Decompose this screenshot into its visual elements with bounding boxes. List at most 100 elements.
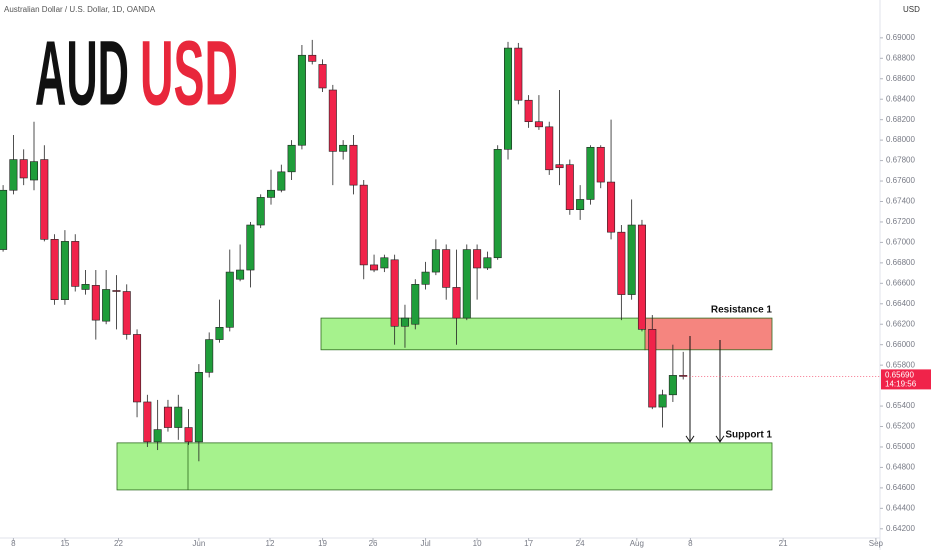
y-tick-label: 0.68400	[886, 94, 915, 103]
candle-body	[493, 149, 502, 259]
x-tick-label: 19	[318, 539, 327, 548]
x-tick-label: Jul	[420, 539, 430, 548]
headline-quote: USD	[140, 22, 238, 124]
candle-body	[339, 144, 348, 152]
zone-label: Support 1	[725, 430, 772, 441]
candle-body	[483, 257, 492, 269]
candle-body	[0, 189, 8, 250]
y-tick-label: 0.66000	[886, 340, 915, 349]
candle-body	[473, 249, 482, 269]
candle-body	[50, 239, 59, 300]
candle-body	[617, 231, 626, 295]
currency-label: USD	[903, 5, 920, 14]
resistance-zone	[320, 317, 646, 351]
candle-body	[442, 249, 451, 288]
x-tick-label: 8	[688, 539, 693, 548]
candle-body	[246, 224, 255, 271]
candle-body	[576, 199, 585, 210]
y-tick-label: 0.67000	[886, 238, 915, 247]
candle-body	[400, 317, 409, 327]
y-tick-label: 0.66400	[886, 299, 915, 308]
candle-body	[565, 164, 574, 210]
resistance-zone-break	[644, 317, 773, 351]
x-tick-label: 17	[524, 539, 533, 548]
x-tick-label: Aug	[630, 539, 644, 548]
price-label-box	[881, 369, 931, 390]
x-tick-label: 26	[369, 539, 378, 548]
y-tick-label: 0.67400	[886, 197, 915, 206]
candle-body	[205, 339, 214, 373]
countdown-label: 14:19:56	[885, 380, 917, 389]
candle-body	[102, 289, 111, 322]
y-tick-label: 0.68800	[886, 53, 915, 62]
candle-body	[29, 161, 39, 181]
candle-body	[225, 271, 234, 328]
candle-body	[266, 189, 276, 198]
y-tick-label: 0.64200	[886, 524, 915, 533]
y-tick-label: 0.68000	[886, 135, 915, 144]
headline-base: AUD	[35, 22, 129, 124]
candle-body	[503, 47, 513, 150]
candle-body	[318, 64, 327, 89]
candle-body	[607, 181, 616, 233]
candle-body	[359, 184, 368, 266]
candle-body	[328, 89, 337, 152]
x-tick-label: 8	[11, 539, 16, 548]
candle-body	[287, 144, 296, 173]
candle-body	[648, 329, 657, 408]
candle-body	[256, 197, 265, 226]
y-tick-label: 0.66800	[886, 258, 915, 267]
y-tick-label: 0.65400	[886, 401, 915, 410]
candle-body	[524, 99, 533, 123]
candle-body	[60, 241, 69, 300]
y-tick-label: 0.67800	[886, 156, 915, 165]
x-tick-label: 21	[779, 539, 788, 548]
candle-body	[390, 259, 399, 327]
candle-body	[349, 144, 358, 186]
y-tick-label: 0.65800	[886, 360, 915, 369]
candle-body	[163, 406, 172, 428]
candle-body	[658, 394, 667, 408]
candle-body	[380, 257, 389, 269]
y-tick-label: 0.68600	[886, 74, 915, 83]
candle-body	[40, 159, 49, 240]
price-label: 0.65690	[885, 371, 914, 380]
candle-body	[236, 269, 245, 280]
arrow-head	[715, 435, 725, 443]
candle-body	[555, 164, 564, 169]
x-tick-label: 10	[473, 539, 482, 548]
x-tick-label: 12	[266, 539, 275, 548]
candle-body	[184, 427, 193, 443]
y-tick-label: 0.65200	[886, 422, 915, 431]
candle-body	[71, 241, 80, 287]
candle-body	[668, 375, 677, 396]
y-tick-label: 0.66600	[886, 278, 915, 287]
candle-body	[174, 406, 183, 428]
candle-body	[596, 146, 605, 183]
candle-body	[215, 327, 224, 340]
x-tick-label: Sep	[869, 539, 884, 548]
y-tick-label: 0.69000	[886, 33, 915, 42]
candle-body	[534, 121, 543, 128]
y-tick-label: 0.65000	[886, 442, 915, 451]
x-tick-label: 24	[576, 539, 585, 548]
candle-body	[431, 249, 440, 273]
candle-body	[452, 287, 461, 319]
zone-label: Resistance 1	[711, 305, 773, 316]
chart-title: Australian Dollar / U.S. Dollar, 1D, OAN…	[4, 5, 156, 14]
candle-body	[421, 271, 430, 285]
candle-body	[627, 224, 636, 295]
candle-body	[19, 159, 28, 179]
y-tick-label: 0.64600	[886, 483, 915, 492]
y-tick-label: 0.66200	[886, 319, 915, 328]
marks: Resistance 1 Support 1	[0, 39, 773, 491]
candle-body	[637, 224, 646, 330]
arrow-head	[685, 435, 695, 443]
candle-body	[153, 429, 162, 443]
candle-body	[9, 159, 18, 191]
candle-body	[545, 126, 554, 171]
candle-body	[370, 264, 379, 271]
candle-body	[297, 54, 306, 146]
